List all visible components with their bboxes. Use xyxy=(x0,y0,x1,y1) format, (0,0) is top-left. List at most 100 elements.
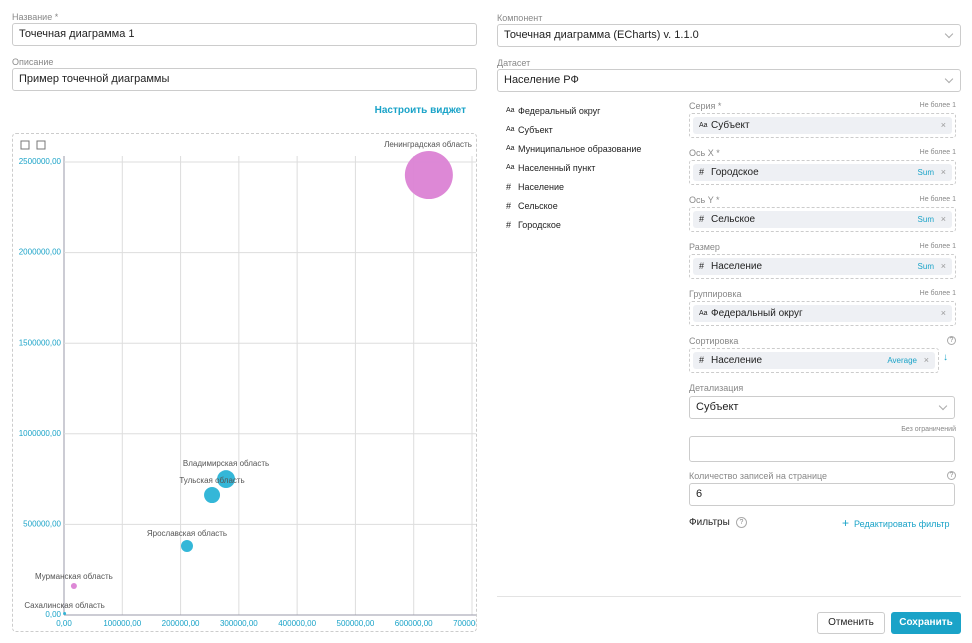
slot-limit: Не более 1 xyxy=(919,102,956,109)
tool-icon[interactable] xyxy=(36,140,46,150)
remove-icon[interactable]: × xyxy=(923,355,929,365)
save-button[interactable]: Сохранить xyxy=(891,612,961,634)
slot-field-icon: # xyxy=(699,167,705,177)
point xyxy=(217,470,235,489)
dataset-select[interactable]: Население РФ xyxy=(497,69,961,92)
field-icon: Aa xyxy=(506,164,515,171)
point xyxy=(70,583,77,590)
detail-label: Детализация xyxy=(689,383,744,393)
point-label: Ленинградская область xyxy=(384,140,472,149)
remove-icon[interactable]: × xyxy=(940,167,946,177)
x-tick-label: 300000,00 xyxy=(220,619,258,628)
name-input[interactable]: Точечная диаграмма 1 xyxy=(12,23,477,46)
help-icon[interactable]: ? xyxy=(736,517,747,528)
field-name[interactable]: Муниципальное образование xyxy=(518,144,642,154)
field-name[interactable]: Городское xyxy=(518,220,561,230)
slot-aggregation[interactable]: Average xyxy=(887,356,917,365)
slot-field-icon: Aa xyxy=(699,122,708,129)
slot-field: # Городское Sum × xyxy=(693,164,952,181)
x-tick-label: 400000,00 xyxy=(278,619,316,628)
help-icon[interactable]: ? xyxy=(947,336,956,345)
remove-icon[interactable]: × xyxy=(940,214,946,224)
x-tick-label: 0,00 xyxy=(56,619,72,628)
point xyxy=(180,539,193,552)
slot-box[interactable]: # Сельское Sum × xyxy=(689,207,956,232)
y-tick-label: 1000000,00 xyxy=(19,429,62,438)
slot-limit: Не более 1 xyxy=(919,196,956,203)
dataset-label: Датасет xyxy=(497,58,531,68)
point-label: Мурманская область xyxy=(35,572,113,581)
point-label: Ярославская область xyxy=(147,529,227,538)
detail-select[interactable]: Субъект xyxy=(689,396,955,419)
field-icon: # xyxy=(506,201,512,211)
component-label: Компонент xyxy=(497,13,543,23)
description-label: Описание xyxy=(12,57,54,67)
slot-box[interactable]: Aa Федеральный округ × xyxy=(689,301,956,326)
slot-box[interactable]: # Население Average × xyxy=(689,348,939,373)
remove-icon[interactable]: × xyxy=(940,261,946,271)
field-name[interactable]: Сельское xyxy=(518,201,558,211)
slot-box[interactable]: # Городское Sum × xyxy=(689,160,956,185)
field-icon: # xyxy=(506,182,512,192)
name-label: Название * xyxy=(12,12,59,22)
slot-box[interactable]: # Население Sum × xyxy=(689,254,956,279)
slot-limit: Не более 1 xyxy=(919,149,956,156)
help-icon[interactable]: ? xyxy=(947,471,956,480)
slot-box[interactable]: Aa Субъект × xyxy=(689,113,956,138)
field-icon: Aa xyxy=(506,145,515,152)
sort-icon[interactable]: ↓ xyxy=(943,352,948,363)
point-label: Сахалинская область xyxy=(24,601,105,610)
field-icon: Aa xyxy=(506,107,515,114)
slot-field-name: Население xyxy=(711,355,763,366)
slot-limit: Не более 1 xyxy=(919,243,956,250)
configure-link[interactable]: Настроить виджет xyxy=(374,105,466,116)
slot-field-name: Федеральный округ xyxy=(711,308,803,319)
slot-label: Ось Y * xyxy=(689,195,720,205)
detail-value: Субъект xyxy=(696,401,739,413)
slot-field-name: Население xyxy=(711,261,763,272)
cancel-button[interactable]: Отменить xyxy=(817,612,885,634)
detail-limit: Без ограничений xyxy=(901,426,956,433)
slot-field: # Население Average × xyxy=(693,352,935,369)
slot-field: Aa Субъект × xyxy=(693,117,952,134)
y-tick-label: 2000000,00 xyxy=(19,248,62,257)
slot-label: Группировка xyxy=(689,289,742,299)
field-icon: # xyxy=(506,220,512,230)
remove-icon[interactable]: × xyxy=(940,120,946,130)
field-name[interactable]: Населенный пункт xyxy=(518,163,596,173)
y-tick-label: 2500000,00 xyxy=(19,157,62,166)
field-name[interactable]: Федеральный округ xyxy=(518,106,601,116)
edit-filter-text: Редактировать фильтр xyxy=(854,519,950,529)
point-label: Тульская область xyxy=(179,476,244,485)
slot-field: # Население Sum × xyxy=(693,258,952,275)
component-select[interactable]: Точечная диаграмма (ECharts) v. 1.1.0 xyxy=(497,24,961,47)
slot-label: Размер xyxy=(689,242,720,252)
dataset-value: Население РФ xyxy=(504,74,579,86)
slot-field-name: Сельское xyxy=(711,214,756,225)
filters-label: Фильтры xyxy=(689,517,730,528)
field-name[interactable]: Субъект xyxy=(518,125,553,135)
detail-box[interactable] xyxy=(689,436,955,462)
x-tick-label: 500000,00 xyxy=(337,619,375,628)
slot-label: Сортировка xyxy=(689,336,739,346)
slot-aggregation[interactable]: Sum xyxy=(917,168,934,177)
slot-field-icon: # xyxy=(699,355,705,365)
tool-icon[interactable] xyxy=(20,140,30,150)
description-input[interactable]: Пример точечной диаграммы xyxy=(12,68,477,91)
slot-field-icon: # xyxy=(699,261,705,271)
chart-panel: 0,00 100000,00 200000,00 300000,00 400000,00… xyxy=(12,133,477,632)
edit-filter-link[interactable]: + Редактировать фильтр xyxy=(842,516,950,530)
field-name[interactable]: Население xyxy=(518,182,564,192)
chart: 0,00 100000,00 200000,00 300000,00 400000,00… xyxy=(19,140,476,628)
point-label: Владимирская область xyxy=(183,459,269,468)
slot-field: Aa Федеральный округ × xyxy=(693,305,952,322)
slot-field-name: Субъект xyxy=(711,120,750,131)
remove-icon[interactable]: × xyxy=(940,308,946,318)
point xyxy=(63,612,67,616)
page-size-input[interactable]: 6 xyxy=(689,483,955,506)
slot-aggregation[interactable]: Sum xyxy=(917,215,934,224)
slot-field-icon: # xyxy=(699,214,705,224)
slot-aggregation[interactable]: Sum xyxy=(917,262,934,271)
